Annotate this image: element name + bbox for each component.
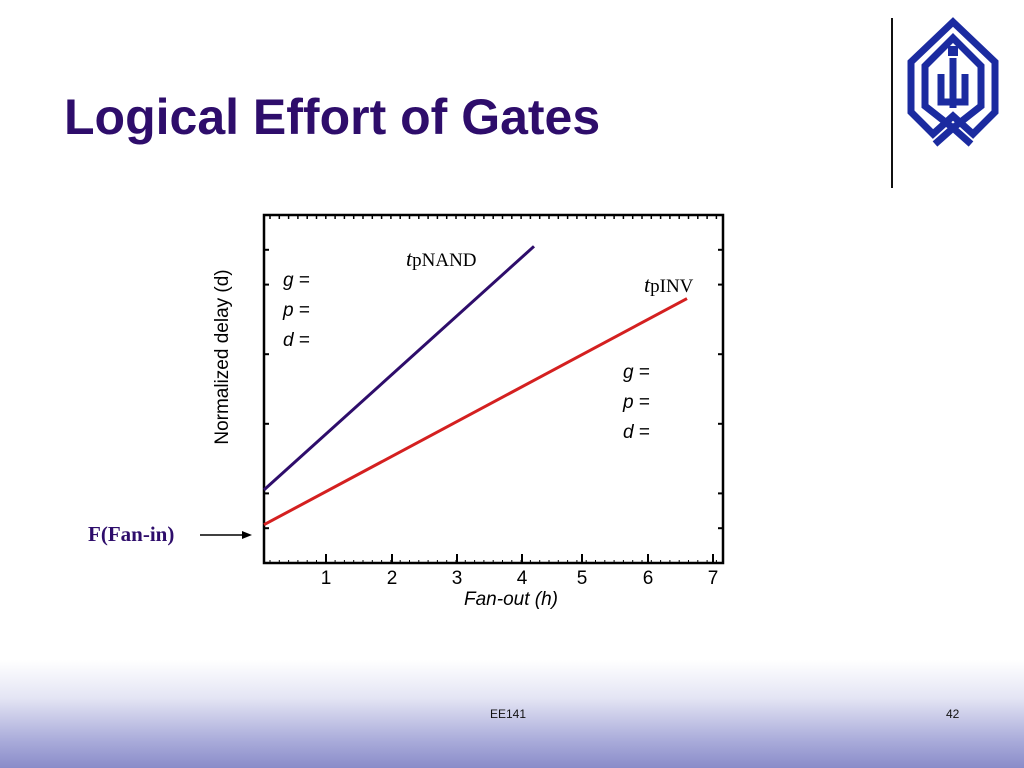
x-axis-label: Fan-out (h) [464,589,558,610]
inv-d: d = [623,422,650,443]
inv-params: g = p = d = [623,358,650,448]
plot-area: 1 2 3 4 5 6 7 [200,213,725,589]
inv-p: p = [623,392,650,413]
plot-frame [262,213,725,565]
page-number: 42 [946,707,960,721]
arrow-right-icon [242,531,252,539]
x-tick-label-2: 2 [387,568,398,589]
series-line-pnand [262,245,536,492]
fan-in-label: F(Fan-in) [88,522,175,546]
x-tick-label-7: 7 [708,568,719,589]
x-tick-label-4: 4 [517,568,528,589]
x-tick-label-3: 3 [452,568,463,589]
series-label-inv: tpINV [644,272,694,297]
series-label-nand: tpNAND [406,246,477,271]
nand-g: g = [283,270,310,291]
nand-d: d = [283,330,310,351]
nand-params: g = p = d = [283,266,310,356]
university-logo-icon [907,17,999,147]
footer-course: EE141 [490,707,527,721]
header-divider [891,18,893,188]
y-axis-label: Normalized delay (d) [212,269,233,445]
inv-g: g = [623,362,650,383]
nand-p: p = [283,300,310,321]
x-tick-label-1: 1 [321,568,332,589]
slide-title: Logical Effort of Gates [64,89,601,145]
footer-gradient [0,660,1024,768]
x-tick-label-6: 6 [643,568,654,589]
series-line-pinv [263,297,688,527]
x-tick-label-5: 5 [577,568,588,589]
